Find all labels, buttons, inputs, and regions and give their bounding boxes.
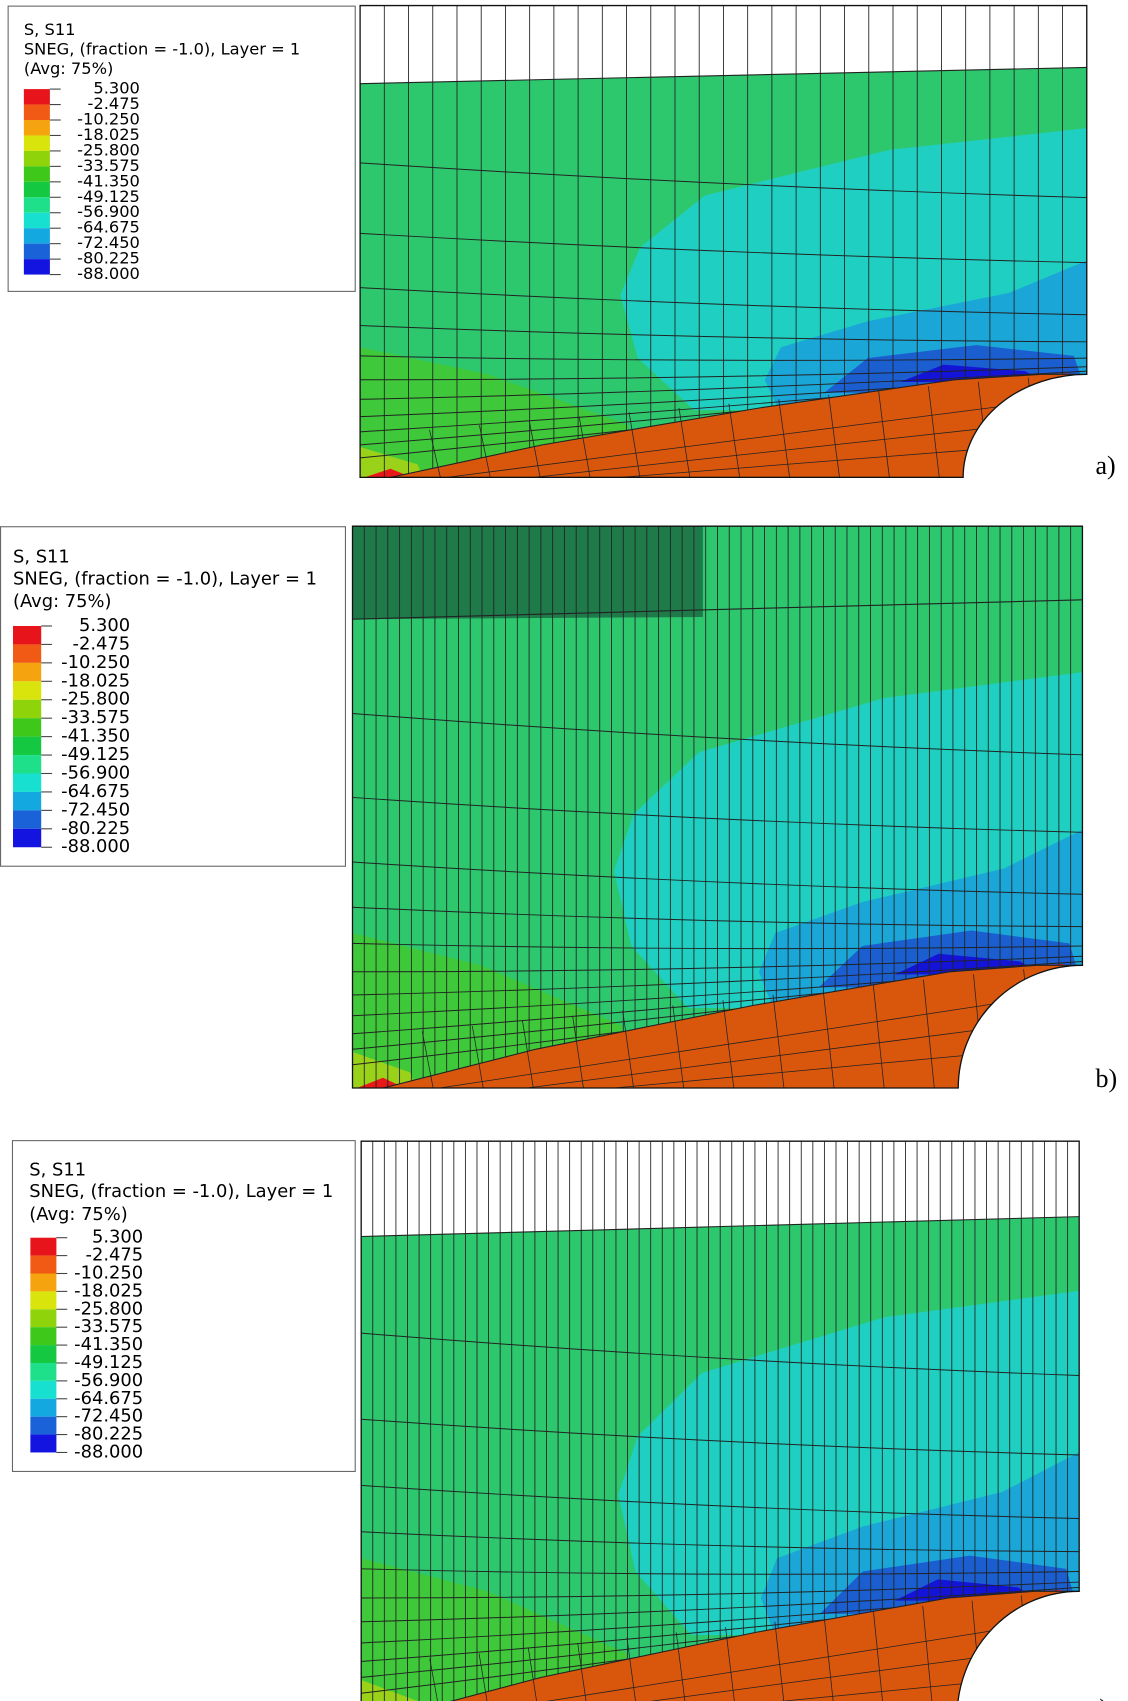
legend-swatch (30, 1381, 56, 1399)
legend-swatch (24, 105, 50, 120)
legend-swatch (30, 1327, 56, 1345)
legend-swatch (30, 1238, 56, 1256)
figure: S, S11SNEG, (fraction = -1.0), Layer = 1… (0, 0, 1128, 1701)
top-strip (353, 526, 703, 619)
legend-swatch (30, 1435, 56, 1453)
legend-swatch (24, 135, 50, 150)
legend-swatch (13, 681, 41, 699)
legend-value: -88.000 (77, 264, 140, 283)
legend-swatch (24, 244, 50, 259)
legend-swatch (24, 182, 50, 197)
mesh-line (1024, 969, 1035, 1088)
legend-swatch (24, 197, 50, 212)
mesh-line (1028, 378, 1039, 478)
legend-swatch (13, 755, 41, 773)
legend-value: -88.000 (61, 836, 130, 857)
legend-swatch (13, 644, 41, 662)
legend-title: SNEG, (fraction = -1.0), Layer = 1 (29, 1181, 333, 1202)
legend-swatch (13, 792, 41, 810)
legend-title: SNEG, (fraction = -1.0), Layer = 1 (13, 568, 317, 589)
legend-swatch (24, 259, 50, 274)
contour-plot (353, 526, 1083, 1088)
legend-title: (Avg: 75%) (29, 1204, 128, 1225)
legend-swatch (30, 1363, 56, 1381)
legend-swatch (24, 213, 50, 228)
legend-swatch (30, 1399, 56, 1417)
legend-swatch (30, 1274, 56, 1292)
legend-swatch (30, 1256, 56, 1274)
legend-swatch (13, 737, 41, 755)
legend-value: -88.000 (74, 1441, 143, 1462)
legend-title: (Avg: 75%) (24, 59, 114, 78)
page: {"legend_colors": ["#e8141c", "#f05a14",… (0, 0, 1128, 1701)
legend-swatch (30, 1309, 56, 1327)
legend-swatch (13, 700, 41, 718)
legend-swatch (13, 626, 41, 644)
legend-title: S, S11 (13, 547, 70, 568)
legend-swatch (24, 120, 50, 135)
legend-title: S, S11 (29, 1159, 86, 1180)
panel-label: b) (1095, 1064, 1117, 1093)
legend-title: S, S11 (24, 20, 76, 39)
contour-plot (361, 1141, 1079, 1701)
panel-label: c) (1088, 1694, 1108, 1701)
contour-plot (360, 6, 1087, 478)
legend-title: (Avg: 75%) (13, 591, 112, 612)
panel-label: a) (1095, 451, 1115, 480)
legend-swatch (30, 1345, 56, 1363)
legend-swatch (13, 829, 41, 847)
legend-swatch (24, 228, 50, 243)
legend-title: SNEG, (fraction = -1.0), Layer = 1 (24, 40, 300, 59)
legend-swatch (30, 1417, 56, 1435)
legend-swatch (24, 166, 50, 181)
legend-swatch (24, 151, 50, 166)
legend-swatch (13, 773, 41, 791)
mesh-line (1021, 1595, 1032, 1701)
legend-swatch (13, 810, 41, 828)
legend-swatch (30, 1291, 56, 1309)
legend-swatch (24, 89, 50, 104)
legend-swatch (13, 718, 41, 736)
legend-swatch (13, 663, 41, 681)
